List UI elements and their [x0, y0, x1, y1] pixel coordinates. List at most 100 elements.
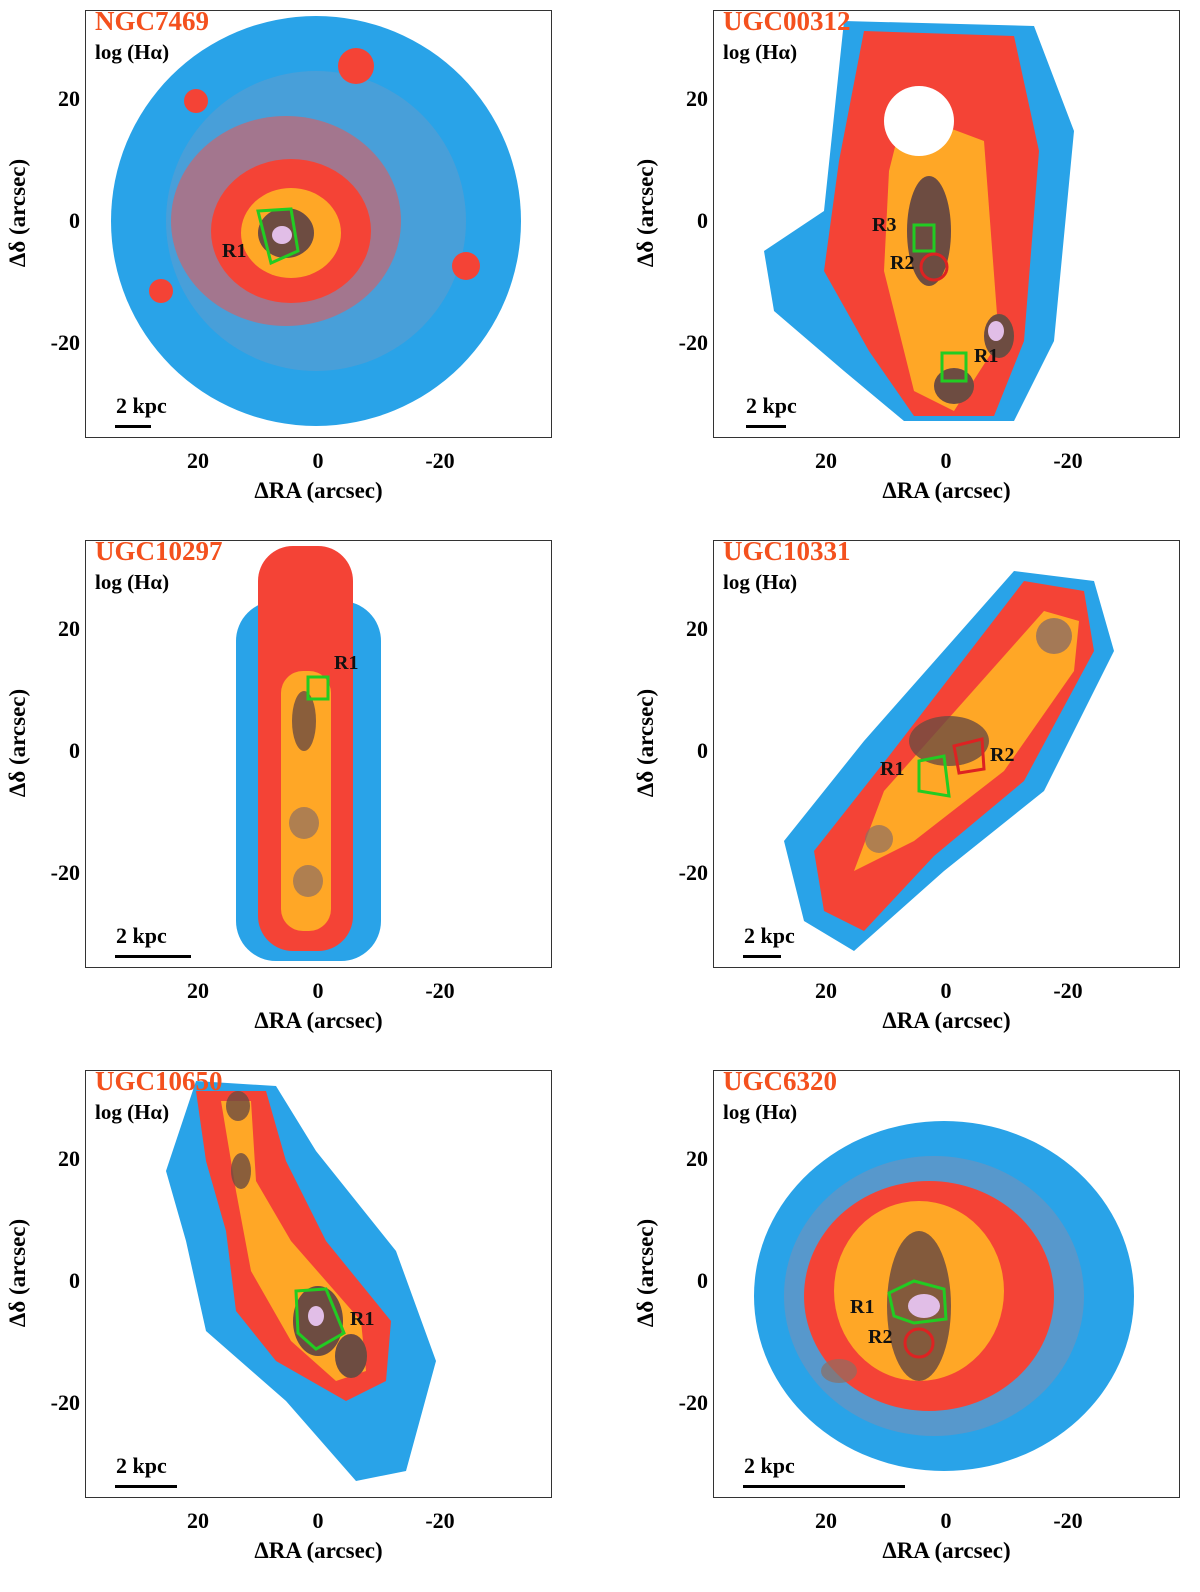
- y-tick: -20: [678, 330, 708, 355]
- scale-bar-label: 2 kpc: [116, 1453, 167, 1478]
- x-tick: 0: [312, 448, 324, 473]
- scale-bar: [743, 1485, 905, 1488]
- y-tick: 20: [686, 86, 708, 111]
- x-tick: 0: [312, 978, 324, 1003]
- x-tick: 20: [815, 978, 837, 1003]
- map-frame: [713, 10, 1180, 438]
- region-label: R2: [890, 252, 915, 274]
- x-tick: 0: [940, 978, 952, 1003]
- galaxy-name: UGC6320: [723, 1066, 837, 1096]
- x-tick: 20: [815, 1508, 837, 1533]
- scale-bar-label: 2 kpc: [744, 1453, 795, 1478]
- region-label: R1: [334, 652, 359, 674]
- map-quantity: log (Hα): [95, 570, 170, 594]
- y-tick: -20: [50, 330, 80, 355]
- galaxy-name: UGC10331: [723, 536, 851, 566]
- x-tick: 20: [187, 1508, 209, 1533]
- region-label: R2: [990, 744, 1015, 766]
- x-tick: 0: [312, 1508, 324, 1533]
- galaxy-name: UGC10650: [95, 1066, 223, 1096]
- x-tick: -20: [1053, 448, 1083, 473]
- x-tick: -20: [425, 978, 455, 1003]
- y-tick: 20: [686, 1146, 708, 1171]
- panel-ugc10331: UGC10331 log (Hα) R1 R2 20 0 -20 20 0 -2…: [628, 530, 1200, 1060]
- galaxy-name: UGC00312: [723, 6, 851, 36]
- scale-bar: [115, 1485, 177, 1488]
- x-tick: 0: [940, 448, 952, 473]
- halpha-map: [754, 1121, 1134, 1471]
- y-axis-label: Δδ (arcsec): [5, 688, 30, 798]
- map-quantity: log (Hα): [723, 570, 798, 594]
- x-axis-label: ΔRA (arcsec): [882, 1008, 1011, 1033]
- galaxy-name: UGC10297: [95, 536, 223, 566]
- map-frame: [713, 1070, 1180, 1498]
- map-quantity: log (Hα): [723, 40, 798, 64]
- scale-bar: [743, 955, 781, 958]
- panel-ugc6320: UGC6320 log (Hα) R1 R2 20 0 -20 20 0 -20…: [628, 1060, 1200, 1590]
- y-tick: -20: [678, 860, 708, 885]
- map-quantity: log (Hα): [95, 1100, 170, 1124]
- x-axis-label: ΔRA (arcsec): [254, 1008, 383, 1033]
- map-frame: [85, 540, 552, 968]
- region-label: R2: [868, 1326, 893, 1348]
- x-tick: 20: [187, 978, 209, 1003]
- x-tick: 20: [815, 448, 837, 473]
- y-tick: 20: [58, 616, 80, 641]
- y-axis-label: Δδ (arcsec): [633, 688, 658, 798]
- y-tick: 0: [69, 738, 80, 763]
- panel-ugc00312: UGC00312 log (Hα) R3 R2 R1 20 0 -20 20 0…: [628, 0, 1200, 530]
- map-quantity: log (Hα): [723, 1100, 798, 1124]
- y-tick: 0: [697, 738, 708, 763]
- x-axis-label: ΔRA (arcsec): [882, 478, 1011, 503]
- y-tick: 20: [58, 86, 80, 111]
- x-tick: -20: [425, 448, 455, 473]
- x-tick: 0: [940, 1508, 952, 1533]
- x-tick: -20: [1053, 978, 1083, 1003]
- x-axis-label: ΔRA (arcsec): [254, 478, 383, 503]
- scale-bar: [115, 955, 191, 958]
- x-tick: -20: [1053, 1508, 1083, 1533]
- x-axis-label: ΔRA (arcsec): [882, 1538, 1011, 1563]
- y-axis-label: Δδ (arcsec): [633, 158, 658, 268]
- panel-ugc10650: UGC10650 log (Hα) R1 20 0 -20 20 0 -20 Δ…: [0, 1060, 600, 1590]
- region-label: R1: [974, 345, 999, 367]
- y-tick: -20: [50, 1390, 80, 1415]
- halpha-map: [236, 546, 381, 961]
- y-axis-label: Δδ (arcsec): [633, 1218, 658, 1328]
- halpha-map: [784, 571, 1114, 951]
- halpha-map: [111, 16, 521, 426]
- region-label: R1: [350, 1308, 375, 1330]
- x-axis-label: ΔRA (arcsec): [254, 1538, 383, 1563]
- map-frame: [713, 540, 1180, 968]
- panel-ugc10297: UGC10297 log (Hα) R1 20 0 -20 20 0 -20 Δ…: [0, 530, 600, 1060]
- galaxy-name: NGC7469: [95, 6, 209, 36]
- x-tick: 20: [187, 448, 209, 473]
- scale-bar: [115, 425, 151, 428]
- panel-ngc7469: NGC7469 log (Hα) R1 20 0 -20 20 0 -20 Δδ…: [0, 0, 600, 530]
- y-tick: 0: [697, 208, 708, 233]
- halpha-map: [764, 21, 1074, 421]
- region-label: R3: [872, 214, 897, 236]
- map-quantity: log (Hα): [95, 40, 170, 64]
- y-tick: -20: [50, 860, 80, 885]
- region-label: R1: [880, 758, 905, 780]
- scale-bar-label: 2 kpc: [116, 923, 167, 948]
- x-tick: -20: [425, 1508, 455, 1533]
- scale-bar-label: 2 kpc: [116, 393, 167, 418]
- map-frame: [85, 10, 552, 438]
- region-label: R1: [222, 240, 247, 262]
- y-tick: 0: [69, 1268, 80, 1293]
- y-tick: 0: [697, 1268, 708, 1293]
- halpha-map: [166, 1081, 436, 1481]
- y-axis-label: Δδ (arcsec): [5, 158, 30, 268]
- scale-bar-label: 2 kpc: [744, 923, 795, 948]
- y-tick: -20: [678, 1390, 708, 1415]
- region-label: R1: [850, 1296, 875, 1318]
- y-tick: 20: [58, 1146, 80, 1171]
- y-axis-label: Δδ (arcsec): [5, 1218, 30, 1328]
- y-tick: 20: [686, 616, 708, 641]
- y-tick: 0: [69, 208, 80, 233]
- scale-bar-label: 2 kpc: [746, 393, 797, 418]
- scale-bar: [746, 425, 786, 428]
- map-frame: [85, 1070, 552, 1498]
